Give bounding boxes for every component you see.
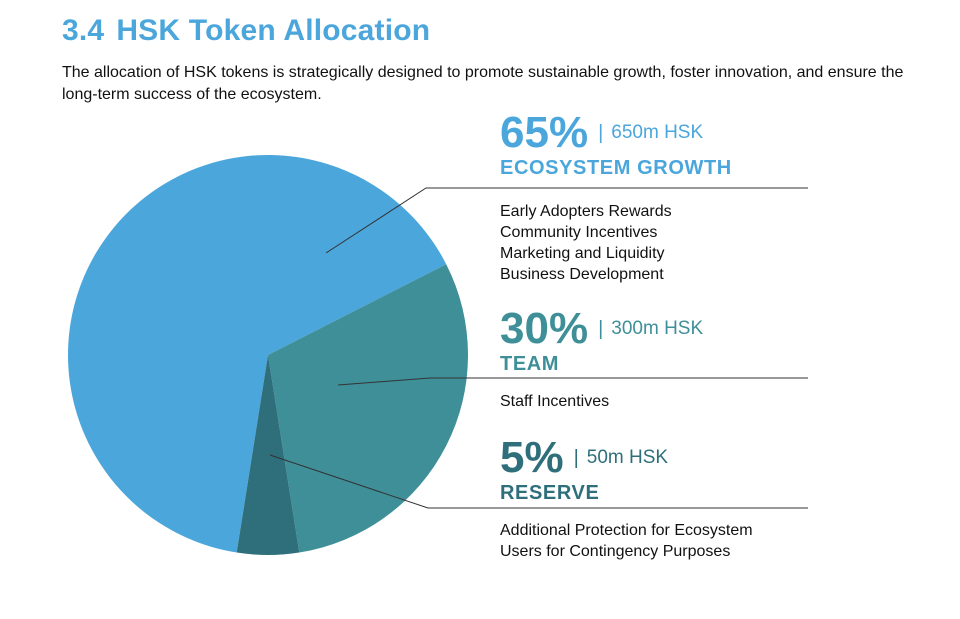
separator: |	[598, 122, 604, 144]
category-label: RESERVE	[500, 482, 600, 504]
list-item: Additional Protection for Ecosystem	[500, 522, 753, 539]
intro-paragraph: The allocation of HSK tokens is strategi…	[62, 64, 904, 103]
title-text: HSK Token Allocation	[116, 14, 431, 47]
list-item: Marketing and Liquidity	[500, 245, 665, 262]
pie-slice-team	[268, 264, 469, 553]
list-item: Business Development	[500, 266, 664, 283]
pie-slice-ecosystem-growth	[68, 155, 447, 553]
pie-slice-reserve	[236, 355, 300, 556]
percent-label: 65%	[500, 108, 589, 157]
amount-label: 300m HSK	[611, 318, 704, 339]
separator: |	[573, 447, 579, 469]
legend-team: 30% | 300m HSK TEAM	[500, 307, 920, 376]
leader-line-team	[337, 377, 808, 386]
leader-line-ecosystem-growth	[325, 187, 808, 254]
legend-reserve: 5% | 50m HSK RESERVE	[500, 436, 920, 505]
category-label: TEAM	[500, 353, 560, 375]
list-item: Early Adopters Rewards	[500, 203, 672, 220]
section-number: 3.4	[62, 14, 105, 47]
amount-label: 650m HSK	[611, 122, 704, 143]
legend-ecosystem-growth: 65% | 650m HSK ECOSYSTEM GROWTH	[500, 111, 920, 180]
list-item: Community Incentives	[500, 224, 658, 241]
list-item: Users for Contingency Purposes	[500, 543, 731, 560]
page-title: 3.4 HSK Token Allocation	[62, 14, 430, 48]
list-item: Staff Incentives	[500, 393, 610, 410]
category-label: ECOSYSTEM GROWTH	[500, 157, 732, 179]
percent-label: 30%	[500, 304, 589, 353]
percent-label: 5%	[500, 433, 564, 482]
separator: |	[598, 318, 604, 340]
item-list-ecosystem-growth: Early Adopters Rewards Community Incenti…	[500, 201, 672, 285]
leader-line-reserve	[269, 454, 808, 509]
amount-label: 50m HSK	[586, 447, 669, 468]
item-list-team: Staff Incentives	[500, 391, 609, 412]
item-list-reserve: Additional Protection for Ecosystem User…	[500, 520, 753, 562]
